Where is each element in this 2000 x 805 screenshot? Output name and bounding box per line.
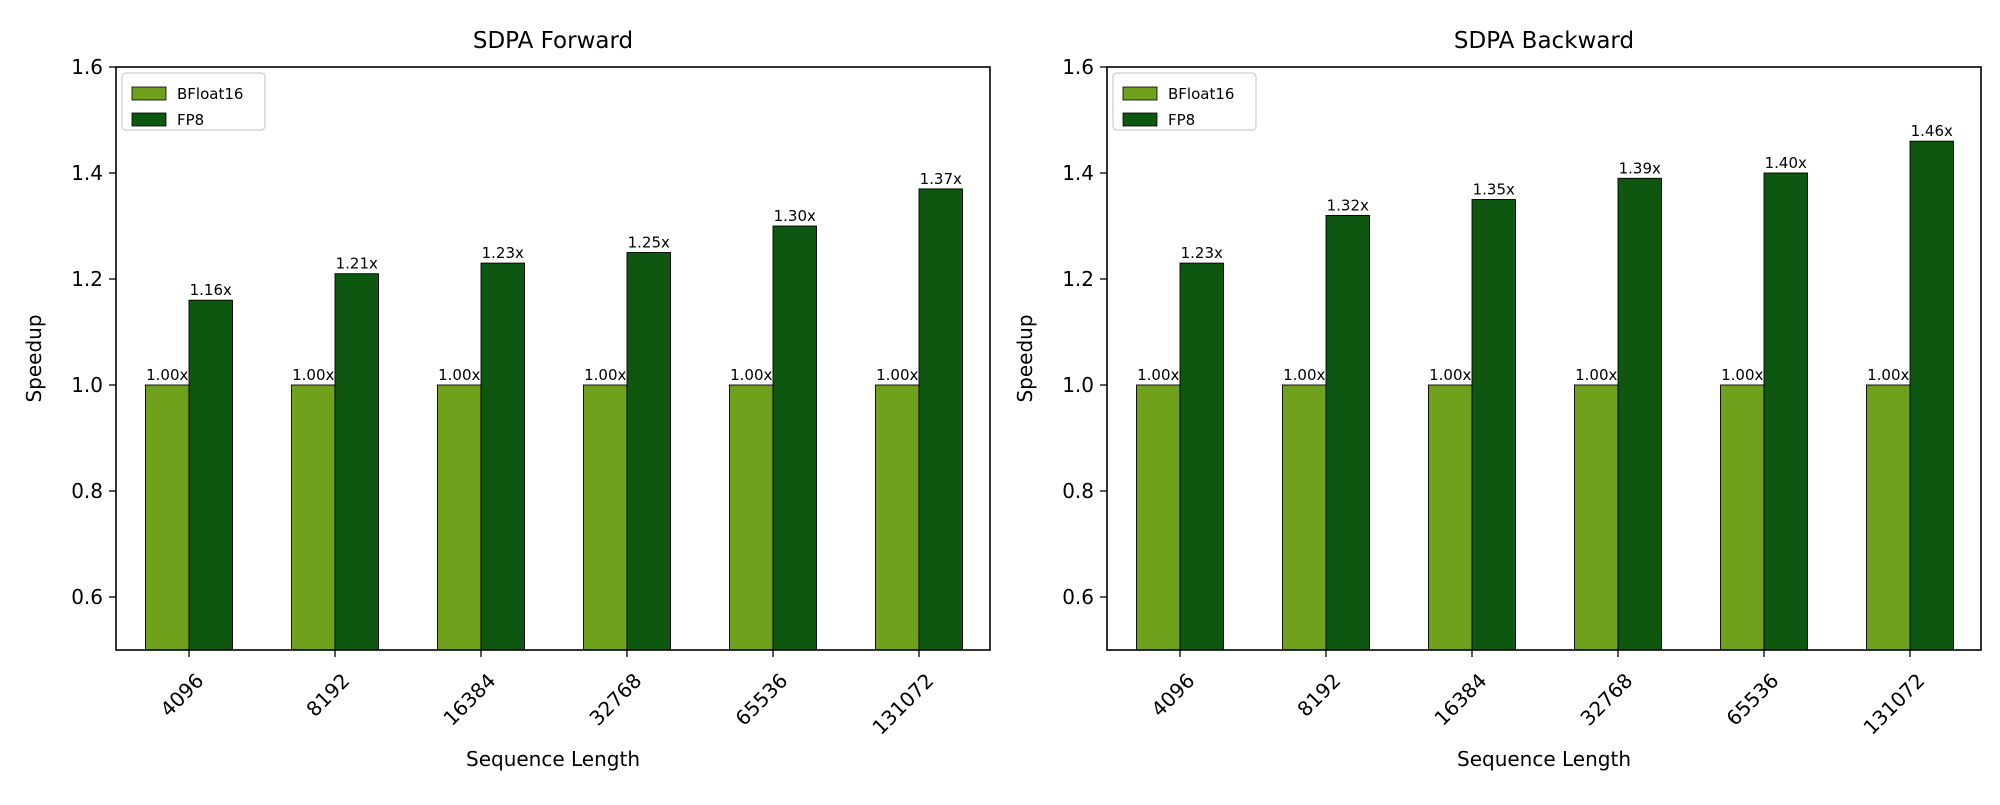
bar-value-label: 1.00x [1575, 366, 1617, 384]
bar-bfloat16 [729, 384, 774, 651]
bar-bfloat16 [1428, 384, 1473, 651]
bar-value-label: 1.21x [336, 255, 378, 273]
legend-swatch-bfloat16 [131, 86, 167, 101]
bar-bfloat16 [1136, 384, 1181, 651]
legend-label: BFloat16 [177, 85, 243, 103]
chart-panel-backward: SDPA Backward Speedup 0.6 0.8 1.0 1.2 1.4 1.6 1.… [1013, 28, 1982, 771]
legend: BFloat16 FP8 [121, 72, 266, 131]
y-tick-label: 1.0 [1062, 373, 1094, 397]
bar-value-label: 1.39x [1619, 159, 1661, 177]
bar-value-label: 1.00x [1721, 366, 1763, 384]
bar-value-label: 1.00x [1429, 366, 1471, 384]
x-tick-label: 32768 [584, 668, 646, 730]
y-tick-label: 1.6 [1062, 55, 1094, 79]
bar-value-label: 1.30x [774, 207, 816, 225]
y-tick-label: 0.6 [1062, 585, 1094, 609]
legend: BFloat16 FP8 [1112, 72, 1257, 131]
bar-bfloat16 [1574, 384, 1619, 651]
bar-fp8 [918, 188, 963, 651]
bar-value-label: 1.00x [1867, 366, 1909, 384]
bar-bfloat16 [875, 384, 920, 651]
bar-value-label: 1.37x [920, 170, 962, 188]
x-tick-label: 65536 [730, 668, 792, 730]
bar-value-label: 1.00x [1137, 366, 1179, 384]
chart-panel-forward: SDPA Forward Speedup 0.6 0.8 1.0 1.2 1.4 1.6 1.0… [22, 28, 991, 771]
legend-swatch-fp8 [1122, 112, 1158, 127]
y-tick-label: 1.4 [1062, 161, 1094, 185]
legend-label: BFloat16 [1168, 85, 1234, 103]
bar-fp8 [626, 252, 671, 651]
x-tick-label: 16384 [1429, 668, 1491, 730]
bar-fp8 [480, 262, 525, 651]
y-tick-label: 0.8 [71, 479, 103, 503]
bar-value-label: 1.00x [438, 366, 480, 384]
bar-value-label: 1.35x [1473, 181, 1515, 199]
bar-value-label: 1.25x [628, 234, 670, 252]
legend-swatch-bfloat16 [1122, 86, 1158, 101]
y-tick-label: 1.2 [1062, 267, 1094, 291]
bar-value-label: 1.00x [876, 366, 918, 384]
bar-value-label: 1.46x [1911, 122, 1953, 140]
x-tick-label: 8192 [1292, 668, 1345, 721]
y-tick-label: 1.6 [71, 55, 103, 79]
bar-bfloat16 [291, 384, 336, 651]
y-tick-label: 0.8 [1062, 479, 1094, 503]
bar-value-label: 1.00x [730, 366, 772, 384]
x-tick-label: 16384 [438, 668, 500, 730]
bar-value-label: 1.40x [1765, 154, 1807, 172]
bar-fp8 [772, 225, 817, 651]
bar-bfloat16 [437, 384, 482, 651]
x-tick-label: 4096 [155, 668, 208, 721]
plot-frame [1106, 66, 1982, 651]
y-axis-label: Speedup [22, 314, 46, 402]
x-tick-label: 65536 [1721, 668, 1783, 730]
bar-fp8 [1909, 140, 1954, 651]
chart-title: SDPA Forward [473, 28, 633, 54]
bar-bfloat16 [1720, 384, 1765, 651]
bar-fp8 [1763, 172, 1808, 651]
x-axis-label: Sequence Length [1457, 747, 1631, 771]
bar-value-label: 1.23x [482, 244, 524, 262]
chart-title: SDPA Backward [1454, 28, 1634, 54]
y-axis-label: Speedup [1013, 314, 1037, 402]
legend-swatch-fp8 [131, 112, 167, 127]
bar-value-label: 1.00x [584, 366, 626, 384]
bar-value-label: 1.00x [1283, 366, 1325, 384]
bar-fp8 [188, 299, 233, 651]
x-tick-label: 32768 [1575, 668, 1637, 730]
x-axis-label: Sequence Length [466, 747, 640, 771]
bar-value-label: 1.32x [1327, 196, 1369, 214]
legend-label: FP8 [177, 111, 204, 129]
y-tick-label: 1.2 [71, 267, 103, 291]
legend-label: FP8 [1168, 111, 1195, 129]
x-tick-label: 4096 [1146, 668, 1199, 721]
x-tick-label: 131072 [1858, 668, 1929, 739]
bar-fp8 [1179, 262, 1224, 651]
bar-fp8 [1617, 177, 1662, 651]
bar-fp8 [1471, 199, 1516, 651]
bar-value-label: 1.16x [190, 281, 232, 299]
x-tick-label: 131072 [867, 668, 938, 739]
bar-value-label: 1.00x [292, 366, 334, 384]
bar-value-label: 1.23x [1181, 244, 1223, 262]
bar-bfloat16 [583, 384, 628, 651]
bar-fp8 [1325, 214, 1370, 651]
bar-bfloat16 [1866, 384, 1911, 651]
bar-fp8 [334, 273, 379, 651]
y-tick-label: 1.4 [71, 161, 103, 185]
bar-bfloat16 [1282, 384, 1327, 651]
plot-frame [115, 66, 991, 651]
bar-value-label: 1.00x [146, 366, 188, 384]
y-tick-label: 1.0 [71, 373, 103, 397]
y-tick-label: 0.6 [71, 585, 103, 609]
x-tick-label: 8192 [301, 668, 354, 721]
bar-bfloat16 [145, 384, 190, 651]
